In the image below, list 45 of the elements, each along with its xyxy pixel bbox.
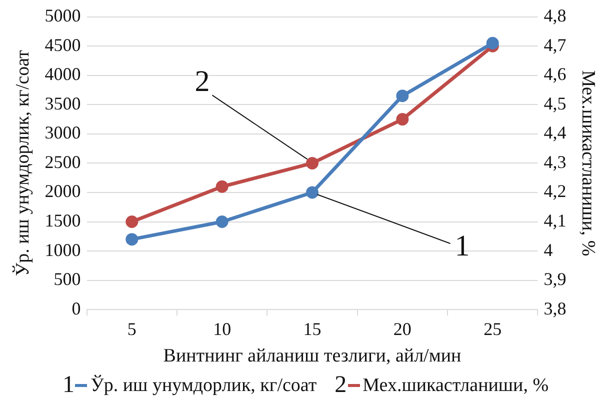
- x-tick-label: 25: [484, 319, 502, 340]
- x-tick-label: 5: [127, 319, 136, 340]
- y2-tick-label: 4,7: [544, 34, 566, 55]
- y2-tick-label: 4,6: [544, 64, 566, 84]
- point: [216, 180, 228, 193]
- y-tick-label: 3000: [44, 122, 81, 143]
- point: [306, 186, 318, 199]
- y2-axis-title: Мех.шикастланиши, %: [578, 70, 599, 256]
- point: [396, 113, 409, 126]
- y2-tick-label: 4: [544, 240, 553, 260]
- y2-tick-label: 4,8: [544, 6, 566, 26]
- x-axis-title: Винтнинг айланиш тезлиги, айл/мин: [163, 346, 462, 367]
- y-tick-label: 500: [54, 269, 81, 290]
- x-tick-label: 10: [213, 319, 232, 340]
- y2-tick-label: 3,9: [544, 269, 566, 290]
- y2-tick-label: 4,4: [544, 122, 566, 143]
- y2-tick-label: 4,3: [544, 152, 566, 172]
- y-tick-label: 2500: [44, 152, 81, 172]
- text: 2: [334, 372, 347, 398]
- y-tick-label: 5000: [44, 6, 81, 26]
- point: [126, 216, 138, 228]
- x-tick-label: 15: [303, 319, 322, 340]
- text: 1: [62, 372, 74, 398]
- y2-tick-label: 4,1: [544, 210, 566, 230]
- legend-label: Мех.шикастланиши, %: [362, 374, 549, 396]
- y-tick-label: 1500: [44, 210, 81, 230]
- x-tick-label: 20: [393, 319, 412, 340]
- y2-tick-label: 3,8: [544, 298, 566, 318]
- point: [306, 156, 318, 170]
- point: [396, 90, 409, 102]
- point: [126, 233, 138, 246]
- y2-tick-label: 4,5: [544, 93, 566, 114]
- annotation: 1: [454, 229, 470, 262]
- y-tick-label: 0: [72, 298, 81, 318]
- y-tick-label: 3500: [44, 93, 81, 114]
- point: [486, 36, 499, 50]
- y2-tick-label: 4,2: [544, 181, 566, 202]
- point: [216, 216, 228, 228]
- y-tick-label: 2000: [44, 181, 81, 202]
- legend-label: Ўр. иш унумдорлик, кг/соат: [90, 374, 317, 396]
- y-tick-label: 1000: [44, 240, 81, 260]
- y-tick-label: 4000: [44, 64, 81, 84]
- annotation: 2: [194, 65, 210, 98]
- y-tick-label: 4500: [44, 34, 81, 55]
- y-axis-title: Ўр. иш унумдорлик, кг/соат: [11, 49, 34, 276]
